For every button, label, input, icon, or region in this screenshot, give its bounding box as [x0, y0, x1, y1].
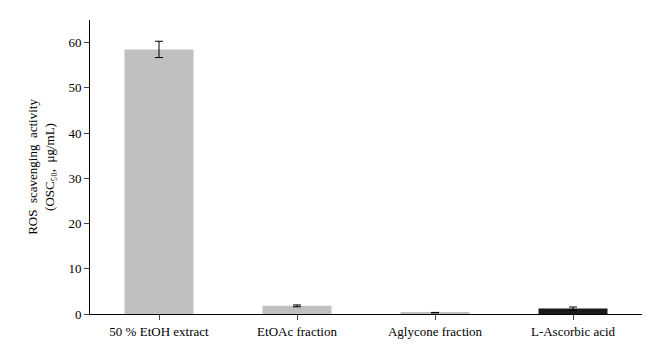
svg-text:0: 0 [75, 307, 82, 322]
svg-text:40: 40 [68, 126, 81, 141]
svg-text:30: 30 [68, 171, 81, 186]
svg-text:20: 20 [68, 216, 81, 231]
svg-text:Aglycone fraction: Aglycone fraction [388, 324, 483, 339]
svg-text:10: 10 [68, 261, 81, 276]
svg-text:50: 50 [68, 80, 81, 95]
svg-text:60: 60 [68, 35, 81, 50]
svg-text:L-Ascorbic acid: L-Ascorbic acid [531, 324, 616, 339]
svg-text:50 % EtOH extract: 50 % EtOH extract [109, 324, 209, 339]
svg-text:ROS scavenging activity(OSC₅: ROS scavenging activity(OSC₅₀, μg/mL) [25, 99, 57, 235]
svg-text:EtOAc fraction: EtOAc fraction [257, 324, 337, 339]
